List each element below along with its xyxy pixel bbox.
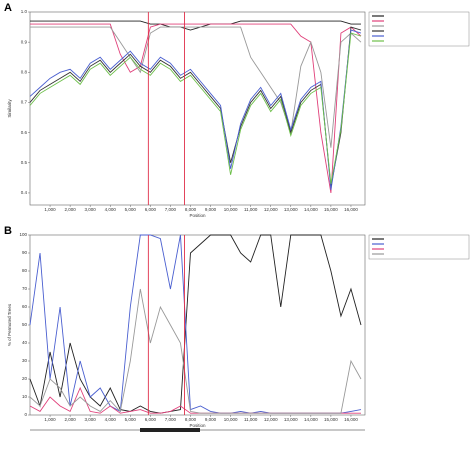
y-tick-label: 0.9 xyxy=(21,39,28,44)
x-tick-label: 3,000 xyxy=(85,417,97,422)
series-line xyxy=(30,20,361,31)
x-tick-label: 5,000 xyxy=(125,207,137,212)
x-tick-label: 10,000 xyxy=(224,417,238,422)
x-tick-label: 11,000 xyxy=(244,207,258,212)
series-line xyxy=(29,32,362,184)
x-tick-label: 8,000 xyxy=(185,417,197,422)
y-tick-label: 100 xyxy=(19,232,27,237)
panel-label: A xyxy=(4,2,12,14)
x-tick-label: 12,000 xyxy=(264,417,278,422)
panel-label: B xyxy=(4,225,12,237)
x-tick-label: 15,000 xyxy=(324,207,338,212)
y-tick-label: 60 xyxy=(22,304,28,309)
x-tick-label: 11,000 xyxy=(244,417,258,422)
x-axis-label: Position xyxy=(189,213,206,218)
x-tick-label: 5,000 xyxy=(125,417,137,422)
y-tick-label: 20 xyxy=(22,376,28,381)
y-tick-label: 0.5 xyxy=(21,160,28,165)
x-tick-label: 4,000 xyxy=(105,417,117,422)
x-tick-label: 8,000 xyxy=(185,207,197,212)
y-tick-label: 30 xyxy=(22,358,28,363)
y-tick-label: 90 xyxy=(22,250,28,255)
legend-box xyxy=(368,234,470,260)
x-tick-label: 2,000 xyxy=(64,417,76,422)
x-axis-label: Position xyxy=(189,423,206,428)
y-tick-label: 0.8 xyxy=(21,70,28,75)
x-tick-label: 9,000 xyxy=(205,417,217,422)
x-tick-label: 2,000 xyxy=(64,207,76,212)
y-tick-label: 80 xyxy=(22,268,28,273)
x-tick-label: 4,000 xyxy=(105,207,117,212)
y-axis-label: % of Permuted Trees xyxy=(7,303,12,346)
x-tick-label: 1,000 xyxy=(44,417,56,422)
series-line xyxy=(29,288,362,414)
y-tick-label: 0.6 xyxy=(21,130,28,135)
x-tick-label: 16,000 xyxy=(344,417,358,422)
series-line xyxy=(29,26,362,187)
y-tick-label: 0.7 xyxy=(21,100,28,105)
legend-box xyxy=(368,11,470,47)
y-axis-label: Similarity xyxy=(7,99,12,118)
x-tick-label: 14,000 xyxy=(304,417,318,422)
x-tick-label: 14,000 xyxy=(304,207,318,212)
y-tick-label: 1.0 xyxy=(21,9,28,14)
series-line xyxy=(29,234,362,414)
x-tick-label: 13,000 xyxy=(284,417,298,422)
x-tick-label: 7,000 xyxy=(165,207,177,212)
y-tick-label: 50 xyxy=(22,322,28,327)
x-tick-label: 12,000 xyxy=(264,207,278,212)
x-tick-label: 6,000 xyxy=(145,417,157,422)
x-tick-label: 15,000 xyxy=(324,417,338,422)
x-tick-label: 7,000 xyxy=(165,417,177,422)
plot-area xyxy=(29,11,366,206)
x-tick-label: 9,000 xyxy=(205,207,217,212)
x-tick-label: 16,000 xyxy=(344,207,358,212)
series-line xyxy=(29,29,362,190)
x-tick-label: 10,000 xyxy=(224,207,238,212)
y-tick-label: 0 xyxy=(24,412,27,417)
y-tick-label: 0.4 xyxy=(21,190,28,195)
y-tick-label: 10 xyxy=(22,394,28,399)
y-tick-label: 40 xyxy=(22,340,28,345)
x-tick-label: 13,000 xyxy=(284,207,298,212)
series-line xyxy=(30,23,362,194)
x-tick-label: 6,000 xyxy=(145,207,157,212)
x-tick-label: 1,000 xyxy=(44,207,56,212)
series-line xyxy=(30,26,362,148)
x-tick-label: 3,000 xyxy=(85,207,97,212)
y-tick-label: 70 xyxy=(22,286,28,291)
